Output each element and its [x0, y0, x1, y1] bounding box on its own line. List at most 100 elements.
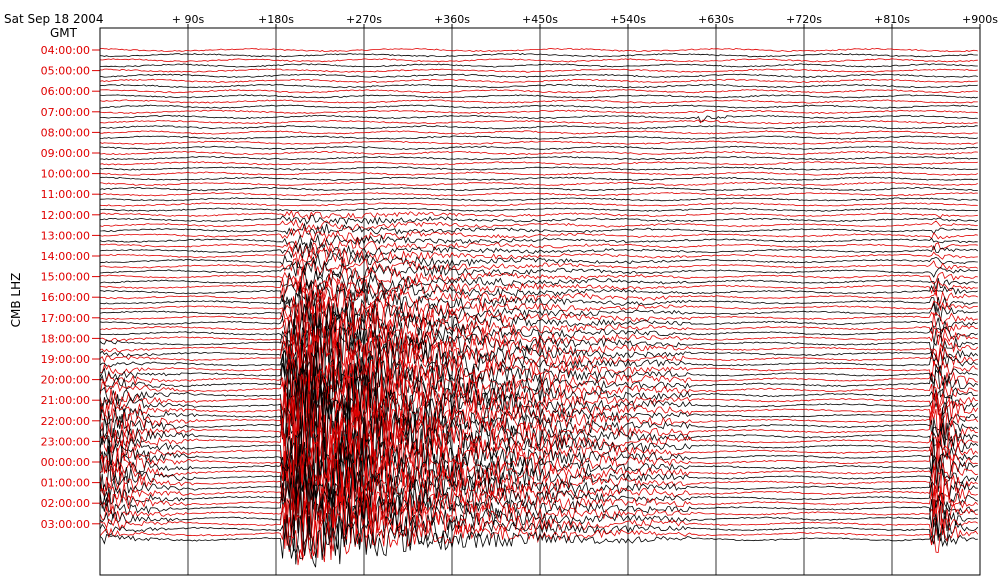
- trace-3: [99, 63, 978, 68]
- trace-70: [99, 369, 979, 450]
- hour-label-20: 00:00:00: [41, 456, 90, 469]
- trace-11: [99, 104, 978, 109]
- trace-34: [99, 218, 978, 231]
- trace-75: [99, 388, 979, 482]
- x-tick-labels: + 90s +180s +270s +360s +450s +540s +630s +720s…: [172, 13, 998, 28]
- hour-label-7: 11:00:00: [41, 188, 90, 201]
- trace-16: [99, 130, 978, 135]
- trace-66: [99, 353, 978, 430]
- hour-labels: 04:00:00 05:00:00 06:00:00 07:00:00 08:00:00…: [41, 44, 100, 531]
- trace-42: [99, 257, 978, 276]
- trace-27: [99, 186, 978, 192]
- trace-65: [99, 351, 979, 419]
- trace-1: [99, 53, 978, 58]
- trace-6: [99, 78, 978, 84]
- trace-50: [99, 287, 978, 329]
- plot-frame: [99, 27, 981, 576]
- trace-84: [99, 447, 978, 520]
- trace-94: [99, 500, 979, 566]
- trace-46: [100, 274, 978, 304]
- trace-61: [99, 339, 978, 400]
- trace-48: [99, 279, 978, 312]
- trace-80: [99, 421, 978, 503]
- trace-69: [99, 361, 979, 438]
- hour-label-3: 07:00:00: [41, 106, 90, 119]
- trace-8: [99, 89, 978, 94]
- trace-2: [99, 58, 978, 63]
- trace-29: [100, 197, 978, 202]
- trace-33: [99, 214, 978, 226]
- station-label: CMB LHZ: [9, 273, 23, 328]
- trace-41: [99, 253, 978, 273]
- x-tick-label-900: +900s: [962, 13, 998, 26]
- trace-10: [99, 99, 978, 104]
- hour-label-15: 19:00:00: [41, 353, 90, 366]
- trace-9: [99, 94, 978, 99]
- trace-52: [99, 299, 978, 343]
- trace-62: [99, 336, 978, 404]
- trace-73: [99, 378, 979, 469]
- trace-20: [99, 150, 978, 156]
- trace-32: [99, 210, 978, 221]
- hour-label-16: 20:00:00: [41, 374, 90, 387]
- trace-7: [99, 83, 978, 89]
- hour-label-13: 17:00:00: [41, 312, 90, 325]
- hour-label-1: 05:00:00: [41, 65, 90, 78]
- hour-label-17: 21:00:00: [41, 394, 90, 407]
- trace-85: [99, 445, 978, 524]
- trace-13: [100, 114, 978, 123]
- trace-92: [99, 495, 979, 561]
- trace-30: [99, 202, 978, 207]
- trace-87: [99, 458, 978, 536]
- trace-78: [99, 406, 979, 499]
- hour-label-6: 10:00:00: [41, 168, 90, 181]
- trace-35: [99, 222, 978, 237]
- x-tick-label-450: +450s: [522, 13, 558, 26]
- trace-60: [99, 325, 978, 395]
- seismogram-traces: [99, 47, 979, 568]
- hour-label-18: 22:00:00: [41, 415, 90, 428]
- trace-23: [99, 166, 978, 171]
- hour-label-9: 13:00:00: [41, 229, 90, 242]
- trace-37: [99, 233, 978, 249]
- trace-40: [100, 246, 978, 265]
- x-tick-label-360: +360s: [434, 13, 470, 26]
- trace-12: [99, 109, 978, 114]
- trace-49: [99, 284, 978, 323]
- trace-14: [100, 119, 978, 125]
- trace-58: [99, 322, 979, 380]
- hour-label-8: 12:00:00: [41, 209, 90, 222]
- trace-24: [99, 171, 978, 176]
- trace-21: [99, 156, 978, 161]
- hour-label-2: 06:00:00: [41, 85, 90, 98]
- trace-25: [99, 176, 978, 181]
- trace-45: [99, 266, 978, 294]
- trace-91: [99, 481, 978, 555]
- trace-19: [99, 145, 978, 150]
- trace-81: [99, 433, 978, 510]
- trace-88: [99, 474, 979, 541]
- trace-31: [100, 207, 978, 212]
- trace-74: [99, 390, 978, 473]
- trace-82: [99, 434, 978, 512]
- trace-72: [99, 377, 979, 461]
- trace-28: [99, 192, 978, 197]
- trace-77: [99, 411, 979, 496]
- header-timezone: GMT: [50, 26, 78, 40]
- trace-57: [99, 313, 978, 369]
- trace-22: [99, 161, 978, 166]
- trace-64: [99, 344, 978, 411]
- trace-95: [99, 514, 978, 568]
- trace-47: [99, 280, 978, 308]
- trace-15: [99, 125, 978, 130]
- hour-label-19: 23:00:00: [41, 435, 90, 448]
- x-tick-label-540: +540s: [610, 13, 646, 26]
- hour-label-4: 08:00:00: [41, 126, 90, 139]
- trace-68: [99, 355, 978, 436]
- trace-18: [99, 140, 978, 145]
- hour-label-0: 04:00:00: [41, 44, 90, 57]
- trace-93: [99, 500, 979, 560]
- hour-label-12: 16:00:00: [41, 291, 90, 304]
- trace-63: [99, 341, 978, 412]
- trace-51: [99, 292, 978, 332]
